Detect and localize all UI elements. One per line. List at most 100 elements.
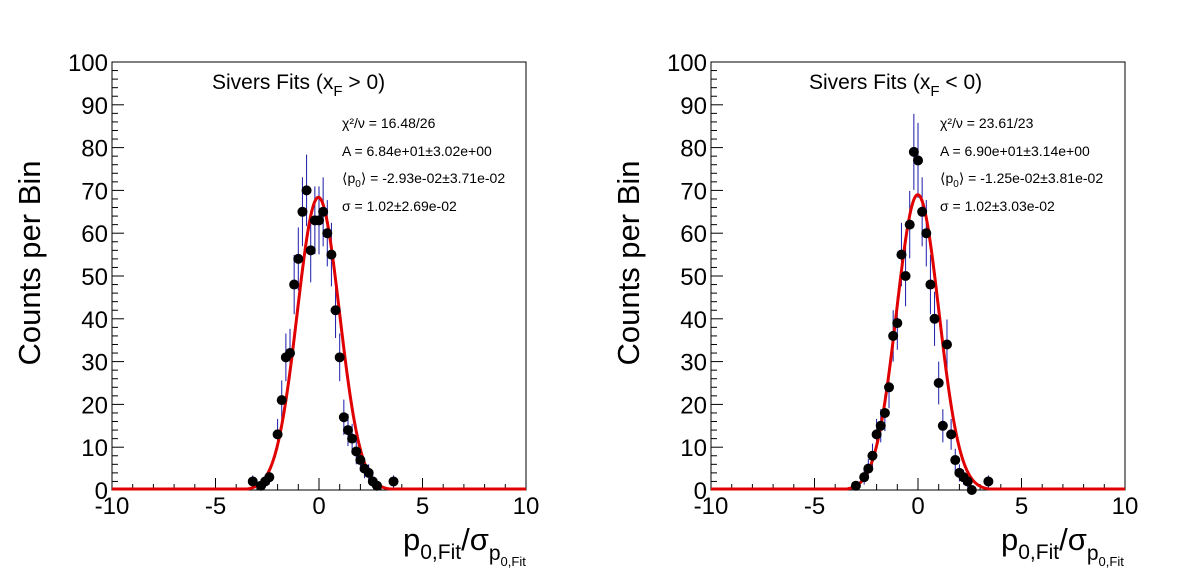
y-tick-label: 30 [680,350,707,377]
data-point [896,249,907,260]
data-point [879,407,890,418]
y-tick-label: 90 [680,93,707,120]
axis-ticks [710,61,1126,491]
data-point [285,348,296,359]
y-tick-label: 10 [81,435,108,462]
data-point [875,420,886,431]
x-tick-label: 10 [1112,493,1139,520]
y-tick-label: 100 [68,50,108,77]
data-point [962,476,973,487]
stat-mean: ⟨p0⟩ = -2.93e-02±3.71e-02 [342,170,505,190]
data-point [272,429,283,440]
x-tick-label: -10 [95,493,130,520]
y-tick-label: 30 [81,350,108,377]
data-point [264,472,275,483]
data-point [917,206,928,217]
stat-amplitude: A = 6.90e+01±3.14e+00 [940,143,1090,159]
data-point [937,420,948,431]
data-point [941,339,952,350]
data-point [983,476,994,487]
stat-mean: ⟨p0⟩ = -1.25e-02±3.81e-02 [940,170,1103,190]
data-point [850,480,861,491]
data-point [326,249,337,260]
y-axis-label: Counts per Bin [611,160,646,365]
y-tick-label: 50 [81,264,108,291]
data-point [371,480,382,491]
x-axis-label: p0,Fit/σp0,Fit [1001,522,1124,569]
y-tick-label: 20 [81,392,108,419]
data-point [933,378,944,388]
data-point [297,206,308,217]
x-tick-label: -5 [804,493,825,520]
data-point [342,425,353,436]
data-point [966,485,977,495]
chart-title: Sivers Fits (xF < 0) [809,71,982,100]
y-tick-label: 0 [95,478,108,505]
data-point [888,330,899,341]
x-tick-labels: -10 -5 0 5 10 [95,493,540,520]
x-tick-label: 5 [416,493,429,520]
x-tick-label: 0 [312,493,325,520]
data-point [355,455,366,466]
y-tick-label: 60 [81,221,108,248]
y-tick-label: 40 [680,307,707,334]
data-points [247,185,399,491]
data-point [867,450,878,461]
y-tick-label: 90 [81,93,108,120]
data-point [892,318,903,329]
data-point [946,429,957,440]
data-point [363,467,374,478]
stat-amplitude: A = 6.84e+01±3.02e+00 [342,143,492,159]
y-tick-labels: 0 10 20 30 40 50 60 70 80 90 100 [68,50,108,505]
y-tick-labels: 0 10 20 30 40 50 60 70 80 90 100 [667,50,707,505]
stat-chi2: χ²/ν = 23.61/23 [940,115,1034,131]
y-tick-label: 100 [667,50,707,77]
gaussian-fit-curve [711,193,1125,491]
y-tick-label: 10 [680,435,707,462]
y-axis-label: Counts per Bin [12,160,47,365]
data-point [863,463,874,474]
x-tick-label: -10 [694,493,729,520]
gaussian-fit-curve [112,195,526,491]
data-point [950,455,961,466]
data-point [913,155,923,166]
data-point [318,206,329,217]
stat-sigma: σ = 1.02±2.69e-02 [342,198,457,214]
data-point [276,395,287,406]
data-point [859,472,870,483]
data-point [330,305,341,316]
data-point [305,245,316,256]
data-point [247,476,258,487]
data-point [289,279,300,290]
y-tick-label: 50 [680,264,707,291]
x-tick-label: -5 [205,493,226,520]
data-point [338,412,349,423]
axis-ticks [111,61,527,491]
y-tick-label: 80 [81,136,108,163]
y-tick-label: 0 [694,478,707,505]
data-points [850,146,994,495]
data-point [293,253,304,264]
y-tick-label: 80 [680,136,707,163]
data-point [314,215,324,226]
y-tick-label: 20 [680,392,707,419]
data-point [904,219,915,230]
data-point [925,279,936,290]
stat-chi2: χ²/ν = 16.48/26 [342,115,436,131]
chart-panel-right: 0 10 20 30 40 50 60 70 80 90 100 -10 -5 0 5 10 Sivers … [611,50,1138,569]
stat-sigma: σ = 1.02±3.03e-02 [940,198,1055,214]
y-tick-label: 40 [81,307,108,334]
x-tick-label: 5 [1015,493,1028,520]
data-point [351,446,362,457]
data-point [908,146,919,157]
chart-panel-left: 0 10 20 30 40 50 60 70 80 90 100 -10 -5 0 5 10 Sivers … [12,50,539,569]
data-point [884,382,895,393]
data-point [322,228,333,239]
data-point [929,313,940,324]
x-tick-labels: -10 -5 0 5 10 [694,493,1139,520]
y-tick-label: 60 [680,221,707,248]
data-point [921,228,932,239]
x-tick-label: 0 [911,493,924,520]
data-point [334,352,345,363]
data-point [871,429,882,440]
